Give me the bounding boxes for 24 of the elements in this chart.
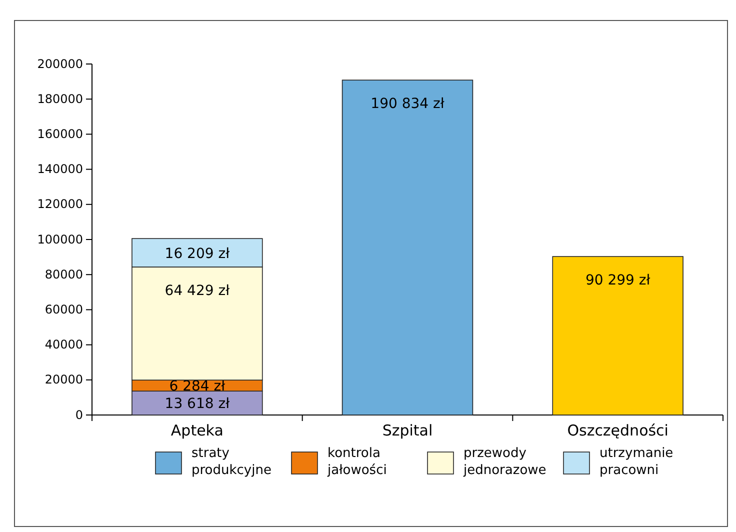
- x-tick-label: Apteka: [170, 422, 224, 440]
- legend-label: przewody jednorazowe: [462, 446, 546, 478]
- legend-label: kontrola jałowości: [326, 446, 387, 478]
- y-tick-label: 160000: [37, 127, 83, 142]
- y-tick-label: 140000: [37, 162, 83, 176]
- data-label: 64 429 zł: [164, 283, 230, 299]
- y-tick-label: 180000: [37, 92, 83, 106]
- legend-label: straty produkcyjne: [192, 446, 272, 478]
- y-tick-label: 120000: [37, 197, 83, 212]
- y-tick-label: 0: [75, 408, 83, 422]
- data-label: 16 209 zł: [164, 246, 230, 262]
- y-tick-label: 80000: [44, 267, 83, 282]
- y-tick-label: 100000: [37, 232, 83, 246]
- y-tick-label: 60000: [44, 302, 83, 317]
- x-tick-label: Szpital: [382, 422, 433, 440]
- y-tick-label: 40000: [44, 338, 83, 352]
- y-tick-label: 20000: [44, 372, 83, 387]
- y-tick-label: 200000: [37, 56, 83, 71]
- data-label: 190 834 zł: [370, 96, 444, 112]
- legend-label: utrzymanie pracowni: [600, 446, 674, 478]
- data-label: 90 299 zł: [585, 272, 650, 289]
- data-label: 13 618 zł: [164, 396, 230, 412]
- data-label: 6 284 zł: [169, 378, 226, 395]
- x-tick-label: Oszczędności: [567, 422, 668, 440]
